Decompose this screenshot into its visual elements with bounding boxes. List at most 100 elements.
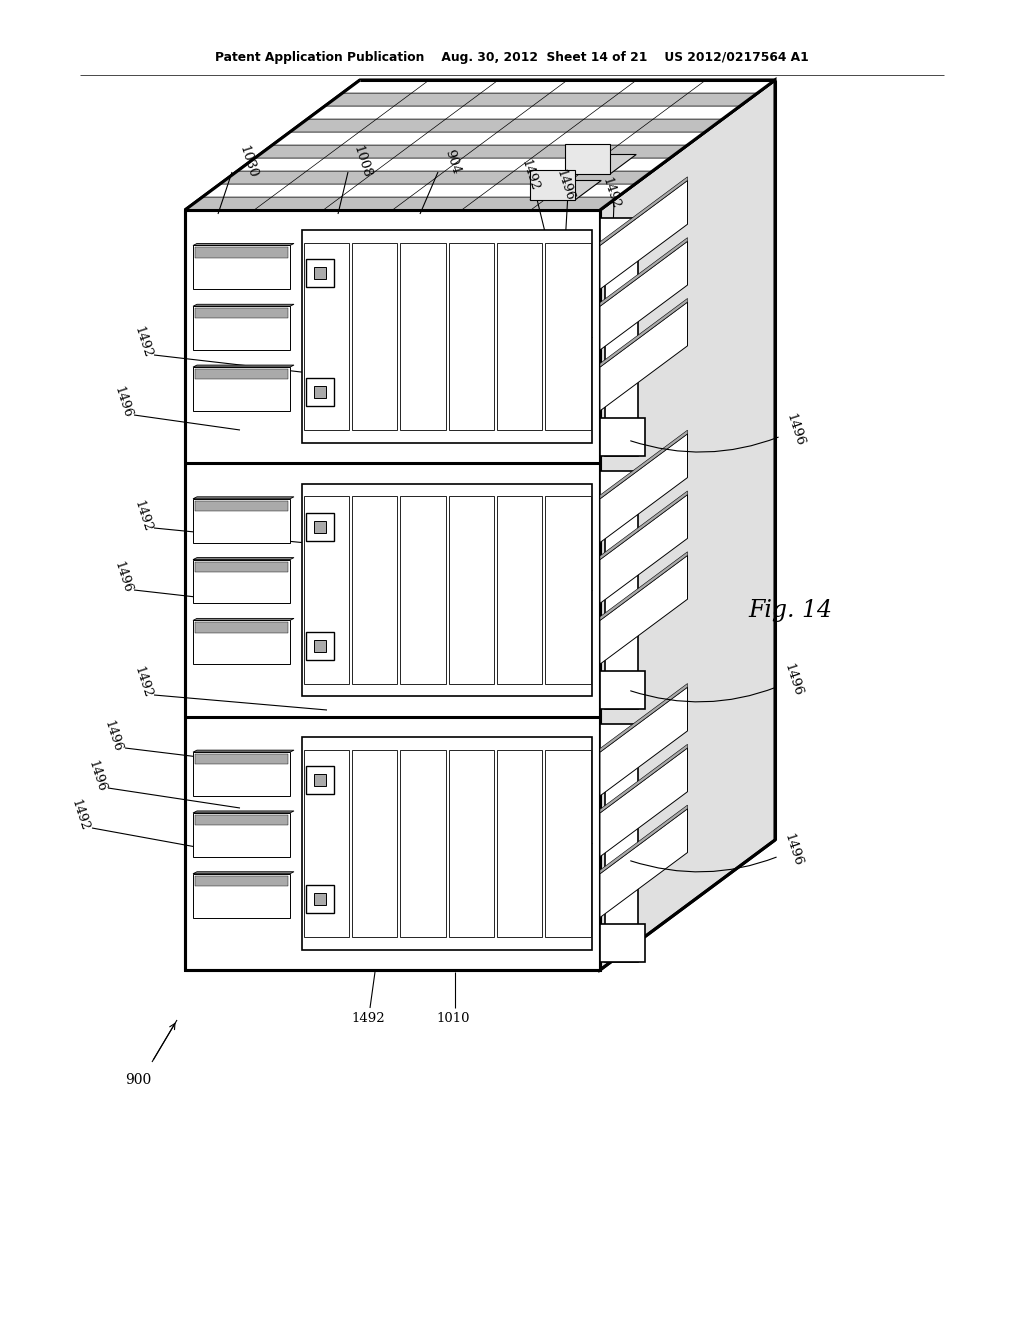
Polygon shape: [306, 259, 334, 288]
Polygon shape: [193, 366, 294, 367]
Polygon shape: [195, 875, 288, 886]
Text: 1492: 1492: [132, 325, 155, 359]
Polygon shape: [193, 874, 290, 917]
Polygon shape: [306, 766, 334, 795]
Text: 1496: 1496: [631, 661, 805, 702]
Polygon shape: [565, 154, 636, 174]
Text: 1496: 1496: [86, 759, 109, 793]
Polygon shape: [545, 750, 591, 937]
Polygon shape: [195, 309, 288, 318]
Polygon shape: [290, 119, 723, 132]
Text: 1492: 1492: [132, 664, 155, 700]
Polygon shape: [600, 671, 645, 709]
Polygon shape: [600, 688, 687, 796]
Polygon shape: [605, 256, 638, 455]
Polygon shape: [203, 183, 635, 197]
Polygon shape: [545, 243, 591, 430]
Text: 1496: 1496: [631, 832, 805, 873]
Polygon shape: [272, 132, 705, 145]
Text: 1010: 1010: [436, 1011, 470, 1024]
Polygon shape: [306, 632, 334, 660]
Polygon shape: [565, 144, 610, 174]
Polygon shape: [193, 367, 290, 411]
Polygon shape: [193, 496, 294, 499]
Polygon shape: [400, 243, 445, 430]
Polygon shape: [600, 748, 687, 857]
Polygon shape: [342, 81, 775, 92]
Polygon shape: [193, 752, 290, 796]
Text: 1008: 1008: [350, 144, 374, 180]
Polygon shape: [238, 158, 670, 172]
Polygon shape: [600, 242, 687, 350]
Polygon shape: [193, 750, 294, 752]
Polygon shape: [195, 814, 288, 825]
Polygon shape: [600, 81, 775, 970]
Polygon shape: [193, 246, 290, 289]
Polygon shape: [185, 81, 775, 210]
Text: 1496: 1496: [112, 560, 134, 594]
Polygon shape: [600, 417, 645, 455]
Polygon shape: [195, 623, 288, 632]
Polygon shape: [605, 762, 638, 962]
Text: 1492: 1492: [519, 157, 542, 193]
Text: Fig. 14: Fig. 14: [748, 598, 831, 622]
Polygon shape: [600, 809, 687, 917]
Polygon shape: [195, 370, 288, 379]
Polygon shape: [185, 197, 617, 210]
Polygon shape: [195, 500, 288, 511]
Polygon shape: [303, 750, 349, 937]
Polygon shape: [302, 737, 592, 949]
Polygon shape: [314, 387, 326, 399]
Polygon shape: [193, 618, 294, 620]
Polygon shape: [314, 520, 326, 533]
Polygon shape: [193, 305, 294, 306]
Polygon shape: [193, 813, 290, 857]
Polygon shape: [195, 247, 288, 257]
Polygon shape: [302, 483, 592, 697]
Polygon shape: [600, 177, 687, 246]
Text: Patent Application Publication    Aug. 30, 2012  Sheet 14 of 21    US 2012/02175: Patent Application Publication Aug. 30, …: [215, 51, 809, 65]
Polygon shape: [600, 434, 687, 543]
Polygon shape: [605, 510, 638, 709]
Polygon shape: [193, 810, 294, 813]
Polygon shape: [600, 298, 687, 367]
Polygon shape: [307, 106, 740, 119]
Polygon shape: [306, 886, 334, 913]
Polygon shape: [449, 750, 494, 937]
Polygon shape: [195, 754, 288, 764]
Polygon shape: [497, 243, 542, 430]
Polygon shape: [303, 496, 349, 684]
Polygon shape: [193, 620, 290, 664]
Text: 1496: 1496: [101, 718, 124, 754]
Polygon shape: [303, 243, 349, 430]
Polygon shape: [600, 181, 687, 289]
Text: 1496: 1496: [554, 168, 577, 202]
Polygon shape: [600, 552, 687, 620]
Polygon shape: [302, 230, 592, 444]
Polygon shape: [193, 560, 290, 603]
Polygon shape: [352, 750, 397, 937]
Polygon shape: [449, 496, 494, 684]
Polygon shape: [193, 871, 294, 874]
Text: 900: 900: [125, 1073, 152, 1086]
Polygon shape: [497, 750, 542, 937]
Polygon shape: [193, 557, 294, 560]
Polygon shape: [600, 805, 687, 874]
Polygon shape: [193, 243, 294, 246]
Polygon shape: [352, 243, 397, 430]
Polygon shape: [600, 302, 687, 411]
Polygon shape: [185, 210, 600, 970]
Polygon shape: [600, 684, 687, 752]
Polygon shape: [600, 430, 687, 499]
Polygon shape: [449, 243, 494, 430]
Text: 1030: 1030: [237, 144, 259, 180]
Text: 1496: 1496: [112, 384, 134, 420]
Polygon shape: [400, 750, 445, 937]
Polygon shape: [545, 496, 591, 684]
Polygon shape: [314, 268, 326, 280]
Polygon shape: [306, 379, 334, 407]
Polygon shape: [325, 92, 758, 106]
Text: 1492: 1492: [351, 1011, 385, 1024]
Polygon shape: [600, 238, 687, 306]
Polygon shape: [193, 499, 290, 543]
